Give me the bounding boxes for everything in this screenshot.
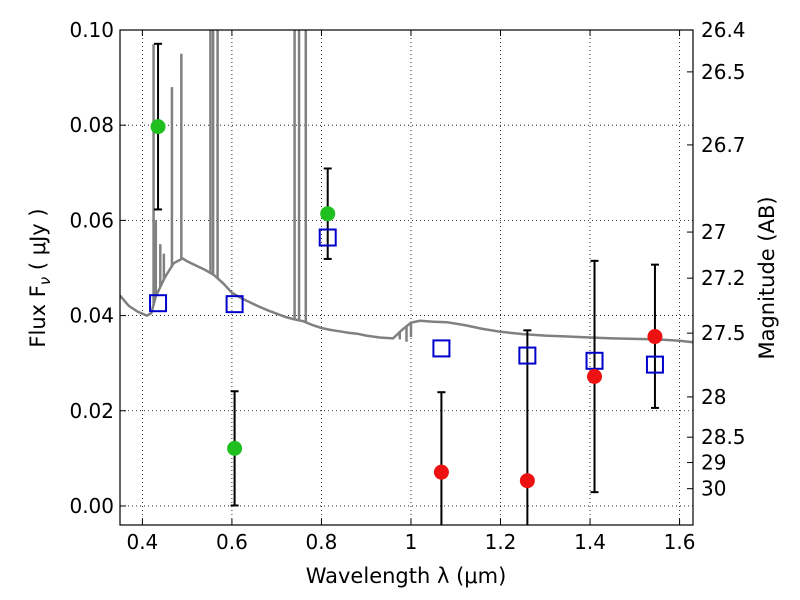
right-tick-label: 26.5 xyxy=(701,60,746,84)
y-tick-label: 0.04 xyxy=(69,304,114,328)
green-data-point xyxy=(320,206,336,222)
sed-model-curve xyxy=(120,257,693,344)
y-axis-title-left-subscript: ν xyxy=(36,277,54,285)
right-tick-label: 26.4 xyxy=(701,18,746,42)
y-axis-title-left-unit: ( μJy ) xyxy=(26,208,50,276)
right-tick-label: 26.7 xyxy=(701,133,746,157)
y-tick-label: 0.06 xyxy=(69,208,114,232)
clipped-series xyxy=(120,30,693,525)
x-tick-label: 1.4 xyxy=(574,530,606,554)
axis-ticks: 0.4 0.6 0.8 1 1.2 1.4 1.6 0.00 0.02 0.04 0.06 0.08 0… xyxy=(69,18,745,554)
x-tick-label: 0.8 xyxy=(306,530,338,554)
y-axis-title-left: Flux Fν ( μJy ) xyxy=(26,208,54,347)
y-tick-label: 0.10 xyxy=(69,18,114,42)
x-tick-label: 1 xyxy=(405,530,418,554)
plot-frame xyxy=(119,29,694,526)
red-data-point xyxy=(519,473,535,489)
red-data-point xyxy=(647,329,663,345)
y-axis-title-right: Magnitude (AB) xyxy=(755,196,779,359)
x-tick-label: 1.6 xyxy=(664,530,696,554)
model-photometry-square xyxy=(432,339,451,358)
red-data-point xyxy=(433,464,449,480)
x-axis-title: Wavelength λ (μm) xyxy=(306,564,507,588)
x-tick-label: 0.4 xyxy=(126,530,158,554)
plot-area xyxy=(120,30,693,525)
y-tick-label: 0.00 xyxy=(69,494,114,518)
model-photometry-square xyxy=(518,346,537,365)
model-photometry-square xyxy=(585,351,604,370)
right-tick-label: 27 xyxy=(701,220,726,244)
green-data-point xyxy=(150,119,166,135)
model-photometry-square xyxy=(225,295,244,314)
model-photometry-square xyxy=(318,228,337,247)
right-tick-label: 28.5 xyxy=(701,425,746,449)
model-photometry-square xyxy=(149,294,168,313)
model-photometry-square xyxy=(645,355,664,374)
x-tick-label: 1.2 xyxy=(485,530,517,554)
y-tick-label: 0.02 xyxy=(69,399,114,423)
y-axis-title-left-text: Flux F xyxy=(26,285,50,347)
right-tick-label: 29 xyxy=(701,451,726,475)
right-tick-label: 27.5 xyxy=(701,321,746,345)
x-tick-label: 0.6 xyxy=(216,530,248,554)
right-tick-label: 28 xyxy=(701,385,726,409)
right-tick-label: 27.2 xyxy=(701,266,746,290)
green-data-point xyxy=(227,440,243,456)
y-tick-label: 0.08 xyxy=(69,113,114,137)
right-tick-label: 30 xyxy=(701,477,726,501)
red-data-point xyxy=(587,369,603,384)
